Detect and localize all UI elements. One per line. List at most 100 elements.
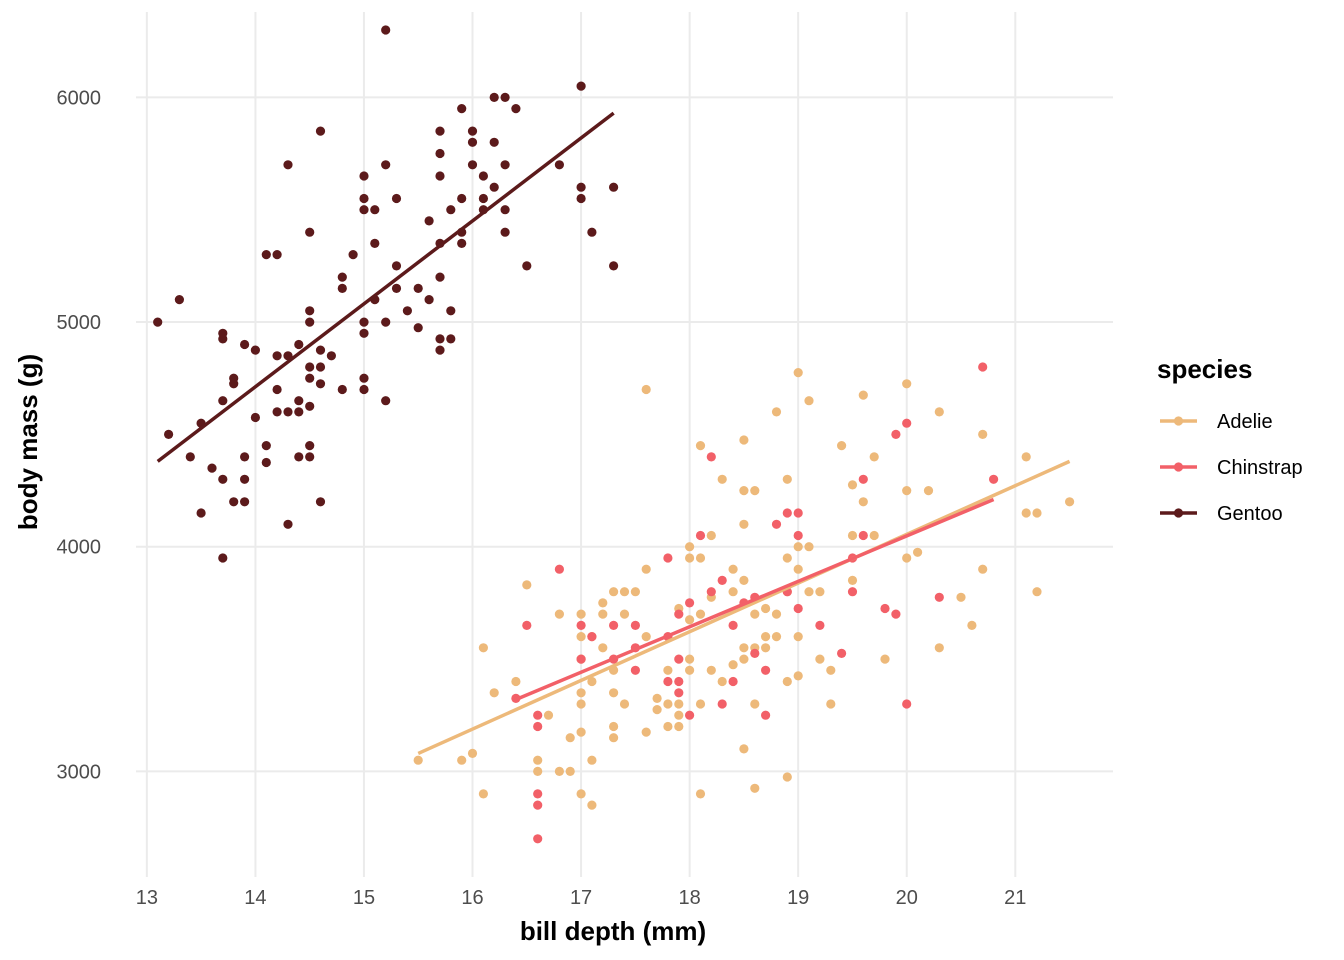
data-point [1065, 497, 1075, 507]
data-point [153, 317, 163, 327]
data-point [337, 283, 347, 293]
data-point [315, 126, 326, 136]
data-point [619, 609, 630, 619]
data-point [218, 474, 228, 484]
data-point [641, 384, 651, 395]
data-point [695, 441, 706, 451]
data-point [587, 755, 597, 765]
data-point [576, 654, 586, 664]
data-point [815, 654, 825, 664]
data-point [576, 620, 586, 631]
data-point [391, 193, 402, 204]
x-tick-label: 16 [461, 887, 483, 909]
data-points [153, 25, 1075, 844]
data-point [761, 665, 771, 675]
data-point [695, 553, 706, 563]
data-point [218, 553, 228, 563]
data-point [174, 295, 184, 305]
data-point [609, 182, 619, 192]
data-point [858, 390, 868, 400]
data-point [663, 665, 673, 675]
data-point [978, 362, 988, 372]
data-point [674, 654, 684, 664]
data-point [381, 25, 391, 35]
data-point [706, 530, 716, 541]
legend-items: Adelie Chinstrap Gentoo [1160, 411, 1303, 525]
data-point [250, 412, 260, 423]
data-point [500, 92, 510, 102]
data-point [891, 429, 901, 439]
data-point [457, 238, 467, 248]
data-point [1032, 587, 1042, 597]
data-point [609, 587, 619, 597]
data-point [381, 396, 391, 406]
data-point [598, 609, 608, 619]
data-point [880, 603, 890, 614]
data-point [902, 418, 912, 428]
x-tick-labels: 13 14 15 16 17 18 19 20 21 [136, 887, 1027, 909]
data-point [261, 250, 271, 260]
data-point [793, 542, 803, 552]
data-point [978, 429, 988, 439]
data-point [435, 148, 445, 159]
data-point [315, 362, 326, 372]
data-point [435, 171, 445, 181]
data-point [533, 789, 543, 799]
data-point [858, 497, 868, 507]
data-point [652, 693, 662, 704]
data-point [793, 368, 803, 378]
data-point [685, 710, 695, 720]
trend-line-gentoo [156, 111, 615, 463]
y-tick-label: 5000 [57, 312, 102, 334]
data-point [674, 699, 684, 709]
data-point [989, 474, 999, 484]
data-point [305, 452, 315, 462]
data-point [240, 497, 250, 507]
data-point [164, 429, 174, 439]
data-point [315, 345, 326, 355]
legend-item-gentoo: Gentoo [1160, 503, 1283, 525]
data-point [717, 676, 727, 687]
data-point [609, 721, 619, 732]
data-point [511, 104, 521, 114]
data-point [869, 530, 879, 541]
data-point [761, 643, 771, 653]
data-point [294, 407, 304, 417]
data-point [478, 171, 488, 181]
data-point [815, 620, 825, 631]
data-point [576, 182, 586, 192]
data-point [500, 227, 510, 237]
series-chinstrap-points [511, 362, 999, 844]
data-point [240, 339, 250, 350]
legend-key-point [1173, 462, 1184, 472]
data-point [663, 721, 673, 732]
data-point [315, 379, 326, 389]
data-point [858, 474, 868, 484]
data-point [782, 676, 792, 687]
data-point [337, 384, 347, 395]
data-point [609, 733, 619, 743]
data-point [663, 699, 673, 709]
data-point [294, 452, 304, 462]
data-point [685, 615, 695, 625]
x-tick-label: 13 [136, 887, 158, 909]
data-point [728, 587, 738, 597]
data-point [804, 542, 814, 552]
data-point [413, 323, 423, 333]
data-point [500, 205, 510, 215]
data-point [685, 654, 695, 664]
data-point [793, 530, 803, 541]
data-point [630, 587, 641, 597]
data-point [283, 160, 293, 170]
data-point [381, 160, 391, 170]
data-point [695, 609, 706, 619]
data-point [804, 396, 814, 406]
legend-label: Adelie [1217, 411, 1273, 433]
data-point [793, 603, 803, 614]
data-point [923, 486, 934, 496]
x-tick-label: 21 [1004, 887, 1026, 909]
data-point [978, 564, 988, 574]
data-point [533, 834, 543, 844]
data-point [554, 160, 565, 170]
data-point [435, 345, 445, 355]
